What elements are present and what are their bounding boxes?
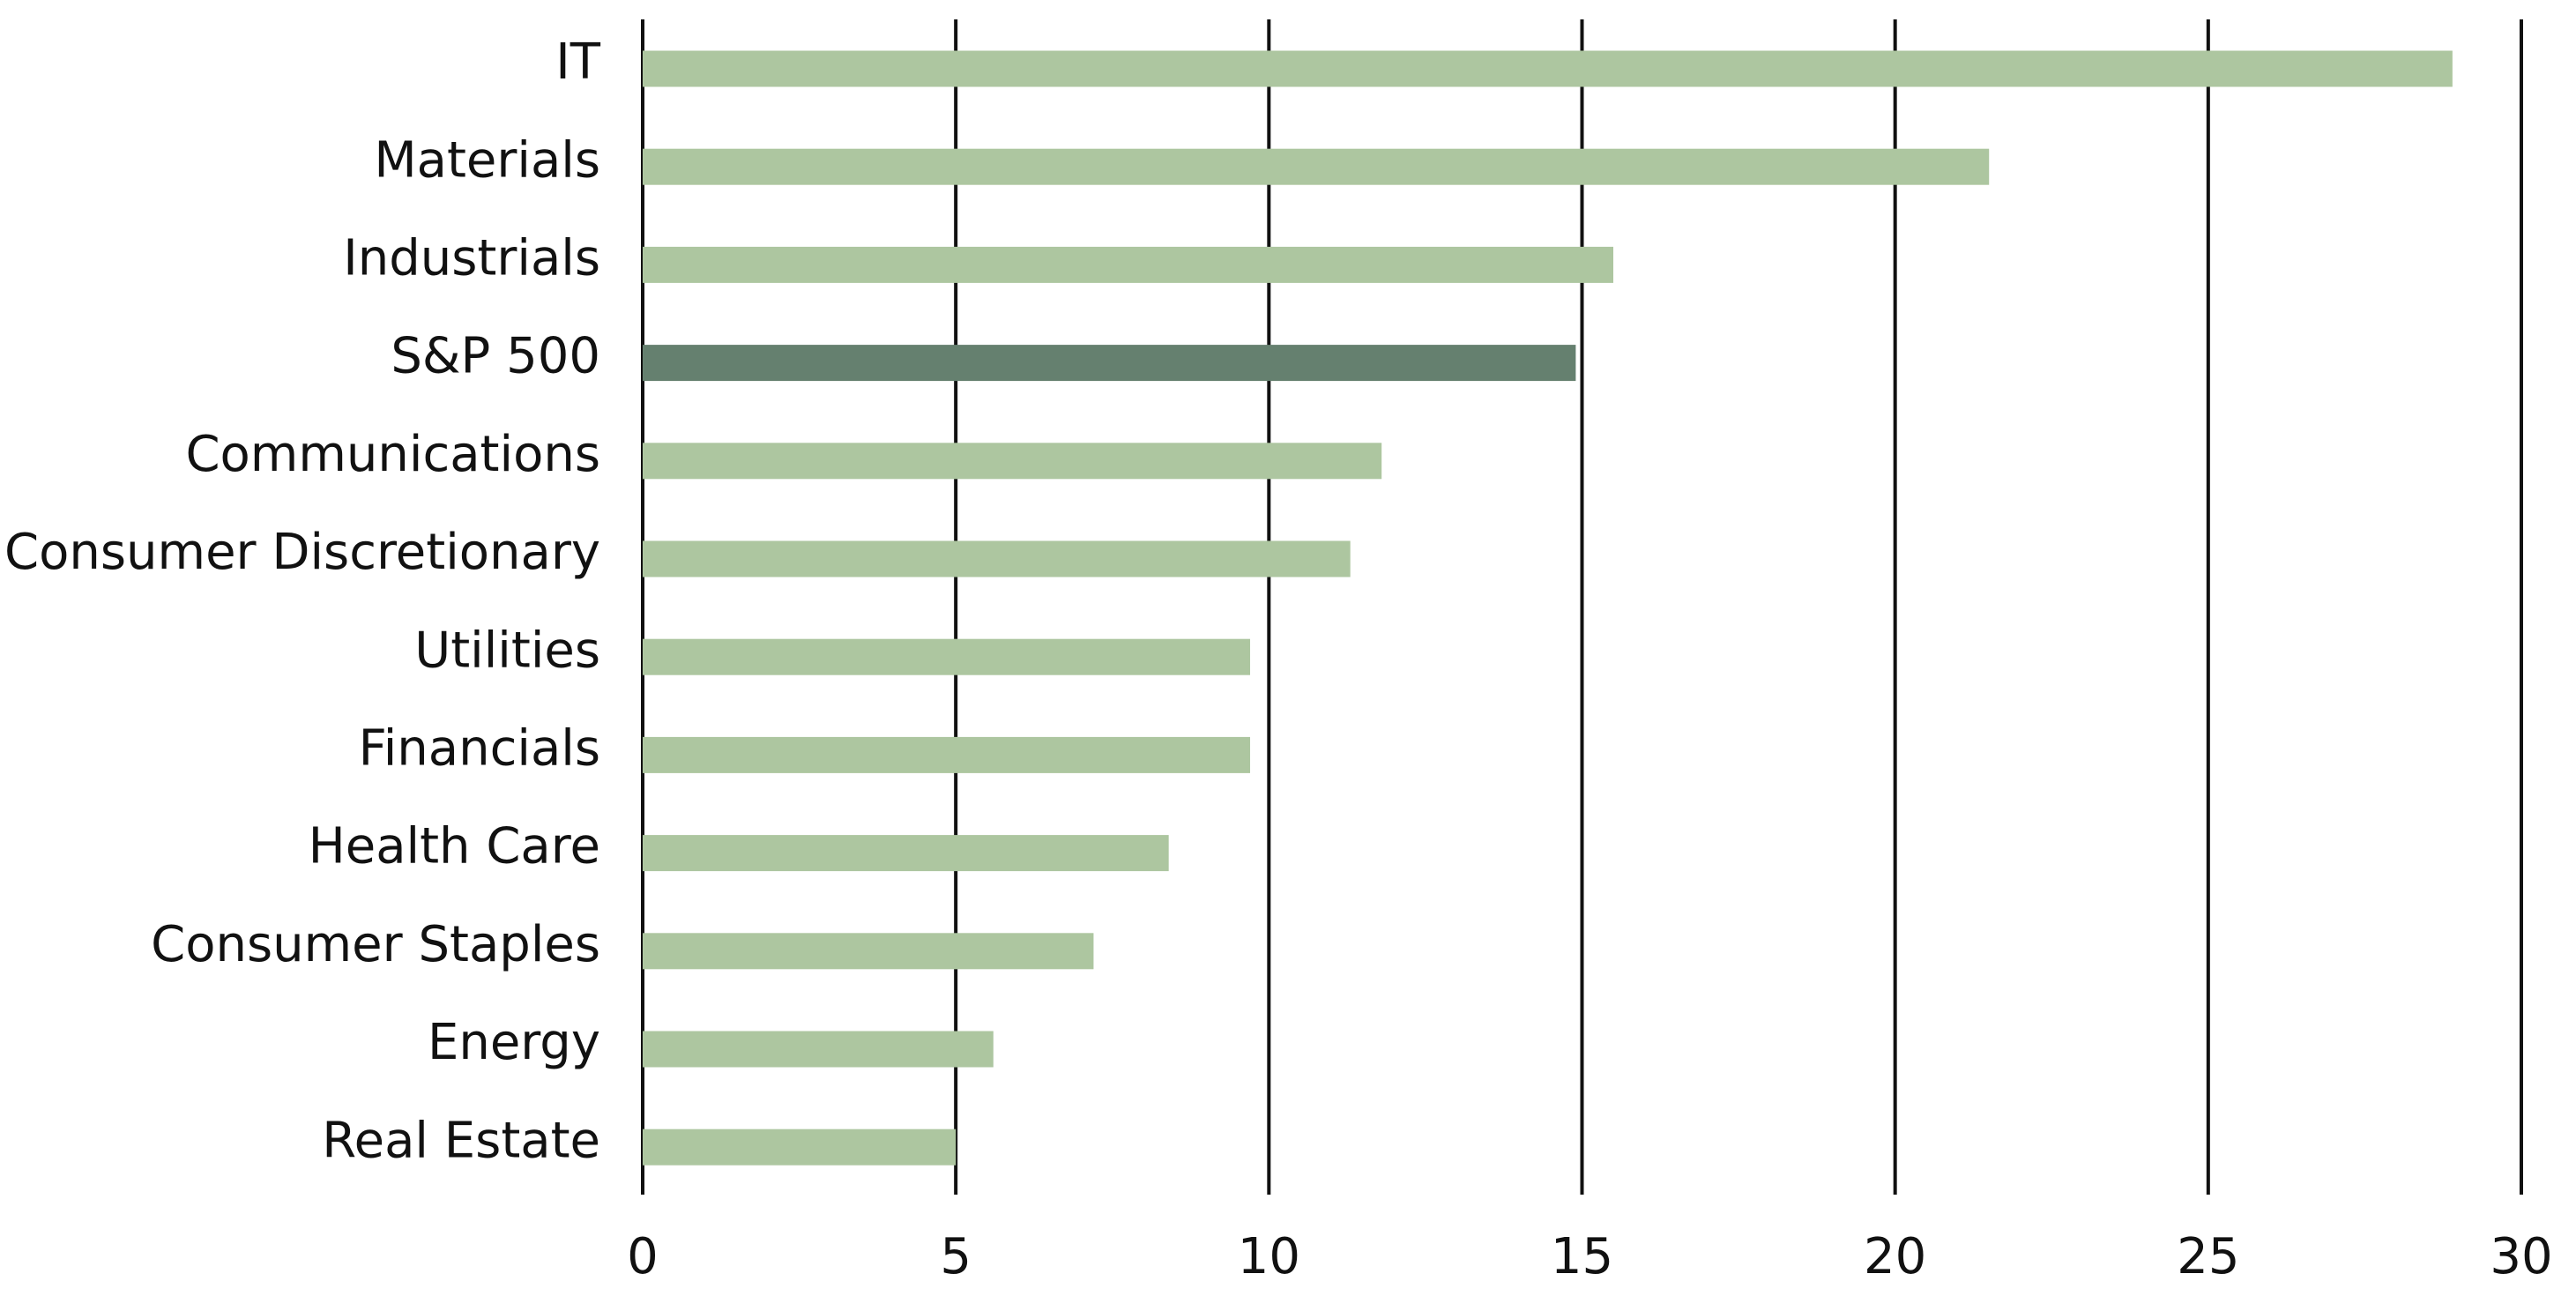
x-tick-label: 15 [1551,1228,1613,1285]
y-tick-label: Industrials [343,230,600,287]
x-tick-label: 25 [2177,1228,2239,1285]
y-tick-label: Materials [374,131,600,189]
x-tick-label: 10 [1238,1228,1300,1285]
bar [643,933,1094,970]
x-tick-label: 0 [627,1228,659,1285]
y-tick-label: Financials [359,720,600,778]
x-tick-label: 20 [1864,1228,1926,1285]
y-tick-label: IT [555,34,601,91]
y-tick-label: Energy [428,1014,600,1071]
bar [643,345,1576,382]
y-tick-label: Communications [185,426,600,483]
bar [643,50,2453,87]
y-tick-label: Health Care [309,818,600,875]
y-tick-label: Utilities [414,622,600,679]
bar [643,736,1251,773]
x-tick-label: 30 [2490,1228,2552,1285]
y-tick-label: Consumer Staples [151,916,600,973]
bar [643,148,1990,185]
y-tick-label: Consumer Discretionary [4,524,600,581]
bar [643,540,1351,577]
y-tick-label: S&P 500 [391,328,600,385]
x-tick-label: 5 [940,1228,972,1285]
bar [643,835,1169,872]
bar [643,1129,957,1166]
y-tick-label: Real Estate [322,1112,600,1169]
bar [643,1031,994,1068]
bar [643,443,1382,480]
bar [643,638,1251,675]
bar [643,246,1614,283]
